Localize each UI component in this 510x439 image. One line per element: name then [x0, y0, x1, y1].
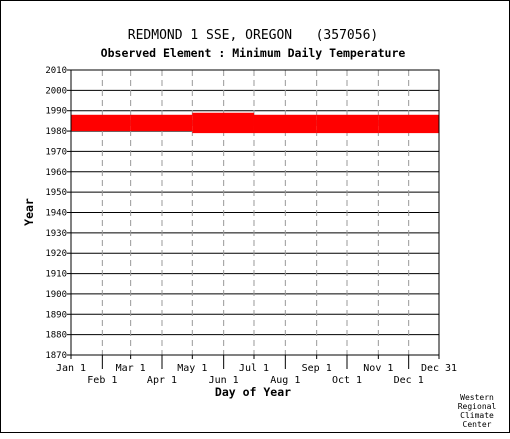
- credit-line-4: Center: [463, 420, 492, 429]
- credit-line-3: Climate: [460, 411, 494, 420]
- x-tick-label: Nov 1: [363, 363, 393, 374]
- y-tick-label: 1900: [45, 290, 67, 300]
- y-tick-label: 1940: [45, 209, 67, 219]
- data-bar: [253, 114, 317, 134]
- y-tick-label: 1990: [45, 107, 67, 117]
- y-tick-label: 1930: [45, 229, 67, 239]
- x-tick-label: Apr 1: [147, 375, 177, 386]
- y-tick-label: 1920: [45, 249, 67, 259]
- x-tick-label: Dec 31: [421, 363, 457, 374]
- credit-block: Western Regional Climate Center: [458, 393, 497, 429]
- y-tick-label: 1980: [45, 127, 67, 137]
- data-bars: [71, 112, 439, 134]
- y-axis-ticks: 1870 1880 1890 1900 1910 1920 1930 1940 1950 1960…: [45, 66, 71, 361]
- chart-subtitle: Observed Element : Minimum Daily Tempera…: [101, 46, 406, 60]
- y-tick-label: 1890: [45, 310, 67, 320]
- credit-line-2: Regional: [458, 402, 497, 411]
- y-tick-label: 1970: [45, 147, 67, 157]
- x-tick-label: Feb 1: [87, 375, 117, 386]
- y-tick-label: 1870: [45, 351, 67, 361]
- y-tick-label: 2000: [45, 86, 67, 96]
- x-tick-label: Jun 1: [209, 375, 239, 386]
- x-tick-label: May 1: [177, 363, 207, 374]
- x-tick-label: Mar 1: [116, 363, 146, 374]
- data-bar: [378, 114, 439, 134]
- y-tick-label: 2010: [45, 66, 67, 76]
- y-tick-label: 1910: [45, 270, 67, 280]
- y-tick-label: 1880: [45, 331, 67, 341]
- x-tick-label: Jul 1: [239, 363, 269, 374]
- x-tick-label: Sep 1: [302, 363, 332, 374]
- x-axis-ticks: Jan 1 Mar 1 May 1 Jul 1 Sep 1 Nov 1 Dec 31 Feb …: [56, 355, 457, 386]
- x-tick-label: Jan 1: [56, 363, 86, 374]
- y-tick-label: 1950: [45, 188, 67, 198]
- x-tick-label: Aug 1: [270, 375, 300, 386]
- credit-line-1: Western: [460, 393, 494, 402]
- chart-title: REDMOND 1 SSE, OREGON (357056): [128, 28, 378, 43]
- y-axis-label: Year: [22, 198, 36, 226]
- x-tick-label: Oct 1: [332, 375, 362, 386]
- data-bar: [192, 112, 254, 134]
- y-tick-label: 1960: [45, 168, 67, 178]
- data-bar: [130, 114, 193, 132]
- data-bar: [71, 114, 131, 132]
- x-tick-label: Dec 1: [394, 375, 424, 386]
- x-axis-label: Day of Year: [215, 385, 291, 399]
- data-bar: [316, 114, 379, 134]
